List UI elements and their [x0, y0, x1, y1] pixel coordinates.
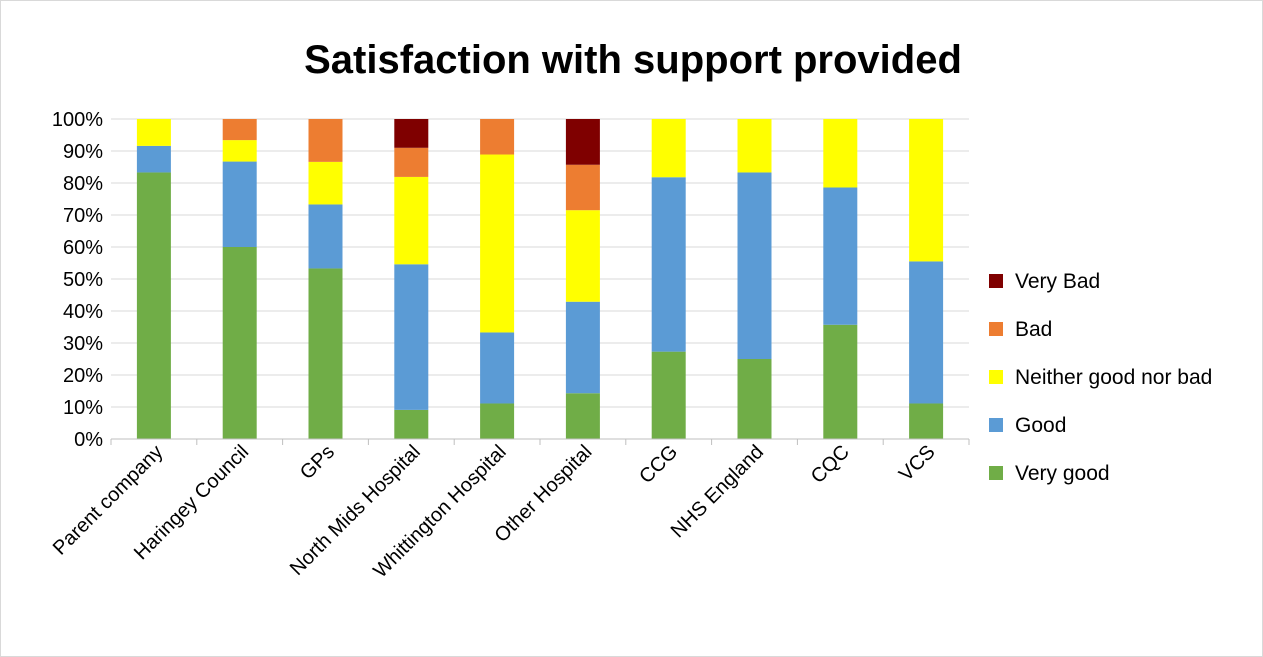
bar-segment [737, 119, 772, 173]
y-tick-label: 60% [63, 237, 103, 259]
bar-segment [565, 210, 600, 302]
bar-segment [308, 204, 343, 269]
bar-segment [909, 261, 944, 404]
bar-segment [222, 140, 257, 162]
bar-segment [222, 247, 257, 439]
bar-segment [136, 172, 171, 439]
y-tick-label: 100% [52, 109, 103, 131]
bar-segment [480, 154, 515, 333]
bar-segment [308, 161, 343, 205]
bar-segment [909, 403, 944, 439]
bar-segment [909, 119, 944, 262]
bar-segment [651, 177, 686, 352]
bar-segment [394, 147, 429, 177]
bar-segment [480, 119, 515, 155]
bar-segment [308, 119, 343, 162]
y-tick-label: 90% [63, 141, 103, 163]
x-tick-label: VCS [895, 441, 940, 486]
legend-label: Very good [1015, 462, 1110, 485]
y-axis-ticks: 0% 10% 20% 30% 40% 50% 60% 70% 80% 90% 100% [52, 109, 103, 451]
x-tick-label: NHS England [667, 441, 768, 542]
bar-segment [651, 119, 686, 178]
bar-segment [823, 187, 858, 325]
legend-label: Bad [1015, 318, 1052, 341]
bar-segment [480, 332, 515, 404]
legend-swatch [989, 418, 1003, 432]
bar-segment [565, 301, 600, 394]
legend: Very Bad Bad Neither good nor bad Good Very … [989, 270, 1212, 485]
legend-label: Neither good nor bad [1015, 366, 1212, 389]
x-tick-label: CQC [807, 441, 854, 488]
bar-segment [565, 164, 600, 211]
y-tick-label: 80% [63, 173, 103, 195]
bar-segment [222, 161, 257, 247]
x-axis [110, 438, 970, 445]
legend-swatch [989, 274, 1003, 288]
y-tick-label: 10% [63, 397, 103, 419]
bar-segment [823, 324, 858, 439]
bars [136, 119, 944, 439]
bar-segment [565, 393, 600, 439]
bar-segment [394, 409, 429, 439]
y-tick-label: 40% [63, 301, 103, 323]
y-tick-label: 70% [63, 205, 103, 227]
bar-segment [394, 176, 429, 265]
y-tick-label: 30% [63, 333, 103, 355]
bar-segment [136, 119, 171, 146]
bar-segment [565, 119, 600, 165]
bar-segment [394, 264, 429, 410]
legend-swatch [989, 370, 1003, 384]
legend-label: Very Bad [1015, 270, 1100, 293]
bar-segment [737, 359, 772, 439]
bar-segment [737, 172, 772, 359]
chart-title: Satisfaction with support provided [304, 38, 962, 82]
x-tick-label: CCG [635, 441, 682, 488]
y-tick-label: 0% [74, 429, 103, 451]
y-tick-label: 50% [63, 269, 103, 291]
legend-swatch [989, 322, 1003, 336]
bar-segment [136, 145, 171, 173]
y-tick-label: 20% [63, 365, 103, 387]
bar-segment [222, 119, 257, 141]
bar-segment [480, 403, 515, 439]
bar-segment [308, 268, 343, 439]
legend-label: Good [1015, 414, 1066, 437]
bar-segment [823, 119, 858, 188]
x-tick-label: GPs [296, 441, 339, 484]
legend-swatch [989, 466, 1003, 480]
bar-segment [394, 119, 429, 148]
bar-segment [651, 351, 686, 439]
